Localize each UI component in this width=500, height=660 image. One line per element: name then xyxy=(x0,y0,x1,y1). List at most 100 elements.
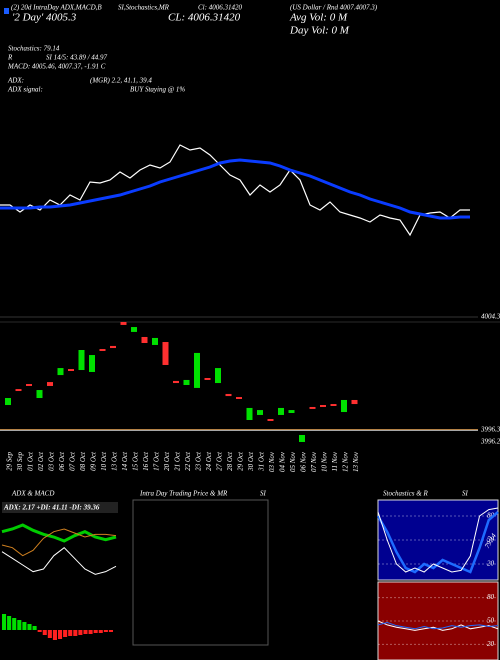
x-tick-label: 07 Oct xyxy=(69,451,77,471)
candle-body xyxy=(26,384,32,386)
stat-text: ADX signal: xyxy=(7,86,43,94)
candle-body xyxy=(89,355,95,372)
candle-body xyxy=(236,397,242,399)
bar xyxy=(42,630,47,635)
x-tick-label: 20 Oct xyxy=(163,451,171,471)
candle-body xyxy=(330,404,337,406)
header-text: SI,Stochastics,MR xyxy=(118,4,170,12)
header-close: CL: 4006.31420 xyxy=(168,12,241,24)
panel-title: Stochastics & R xyxy=(383,490,428,498)
stat-text: R xyxy=(7,54,13,62)
bar xyxy=(73,630,78,636)
stat-text: SI 14/5: 43.89 / 44.97 xyxy=(46,54,108,62)
x-tick-label: 11 Nov xyxy=(331,451,339,471)
x-tick-label: 17 Oct xyxy=(153,451,161,471)
y-tick-label: 3996.27 xyxy=(480,438,500,446)
x-tick-label: 05 Nov xyxy=(289,451,297,472)
header-text: (2) 20d IntraDay ADX,MACD,B xyxy=(11,4,102,12)
candle-body xyxy=(257,410,263,415)
x-tick-label: 04 Nov xyxy=(279,451,287,472)
candle-body xyxy=(320,405,326,407)
header-day-vol: Day Vol: 0 M xyxy=(289,25,350,37)
x-tick-label: 10 Nov xyxy=(321,451,329,472)
x-tick-label: 15 Oct xyxy=(132,451,140,471)
series-line xyxy=(0,144,470,237)
stat-text: ADX: xyxy=(7,77,24,85)
bar xyxy=(58,630,63,639)
x-tick-label: 03 Nov xyxy=(268,451,276,472)
candle-body xyxy=(225,393,232,397)
panel-title: ADX & MACD xyxy=(11,490,54,498)
y-tick-label: 20 xyxy=(487,560,495,568)
x-tick-label: 01 Oct xyxy=(27,451,35,471)
candle-body xyxy=(173,380,179,384)
bar xyxy=(7,616,12,630)
header-text: Cl: 4006.31420 xyxy=(198,4,242,12)
panel-background xyxy=(377,499,499,581)
x-tick-label: 08 Oct xyxy=(79,451,87,471)
candle-body xyxy=(78,350,85,371)
x-tick-label: 02 Oct xyxy=(37,451,45,471)
candle-body xyxy=(110,345,116,349)
candle-body xyxy=(5,398,11,406)
panel-frame xyxy=(132,499,269,646)
bar xyxy=(22,622,27,630)
bar xyxy=(78,630,83,635)
bar xyxy=(12,618,17,630)
x-tick-label: 23 Oct xyxy=(195,451,203,471)
x-tick-label: 30 Oct xyxy=(247,451,255,472)
x-tick-label: 29 Sep xyxy=(6,452,14,471)
candle-body xyxy=(204,378,211,380)
x-tick-label: 31 Oct xyxy=(258,451,266,472)
x-tick-label: 13 Nov xyxy=(352,451,360,472)
y-tick-label: 50 xyxy=(487,536,495,544)
panel-subtitle: SI xyxy=(260,490,267,498)
y-tick-label: 3996.31 xyxy=(480,426,500,434)
series-line xyxy=(1,528,117,557)
bar xyxy=(17,620,22,630)
candle-body xyxy=(162,342,169,365)
x-tick-label: 06 Oct xyxy=(58,451,66,471)
stat-text: MACD: 4005.46, 4007.37, -1.91 C xyxy=(7,63,106,71)
candle-body xyxy=(47,382,53,386)
x-tick-label: 21 Oct xyxy=(174,451,182,471)
x-tick-label: 16 Oct xyxy=(142,451,150,471)
candle-body xyxy=(68,369,74,371)
y-tick-label: 50 xyxy=(487,617,495,625)
header-day: '2 Day' 4005.3 xyxy=(12,12,77,24)
candle-body xyxy=(131,327,137,332)
candle-body xyxy=(57,368,64,376)
bar xyxy=(88,630,93,634)
bar xyxy=(2,614,7,630)
bar xyxy=(27,624,32,630)
candle-body xyxy=(278,407,284,415)
header-text: (US Dollar / Rnd 4007.4007.3) xyxy=(290,4,378,12)
x-tick-label: 10 Oct xyxy=(100,451,108,471)
y-tick-label: 4004.36 xyxy=(481,313,500,321)
label-background xyxy=(2,502,118,513)
x-tick-label: 06 Nov xyxy=(300,451,308,472)
candle-body xyxy=(99,349,106,351)
panel-subtitle: SI xyxy=(462,490,469,498)
x-tick-label: 29 Oct xyxy=(237,451,245,471)
candle-body xyxy=(351,399,358,405)
x-tick-label: 24 Oct xyxy=(205,451,213,471)
bar xyxy=(47,630,52,638)
bar xyxy=(63,630,68,637)
candle-body xyxy=(267,419,274,421)
candle-body xyxy=(15,389,22,392)
x-tick-label: 14 Oct xyxy=(121,451,129,471)
candle-body xyxy=(183,379,190,385)
candle-body xyxy=(299,434,305,442)
x-tick-label: 07 Nov xyxy=(310,451,318,472)
x-tick-label: 27 Oct xyxy=(216,451,224,471)
bar xyxy=(68,630,73,636)
candle-body xyxy=(309,406,316,409)
bar xyxy=(32,626,37,630)
y-tick-label: 80 xyxy=(487,512,495,520)
series-line xyxy=(0,158,470,220)
panel-label: ADX: 2.17 +DI: 41.11 -DI: 39.36 xyxy=(3,504,100,512)
candle-body xyxy=(215,368,221,384)
stat-text: (MGR) 2.2, 41.1, 39.4 xyxy=(90,77,152,85)
